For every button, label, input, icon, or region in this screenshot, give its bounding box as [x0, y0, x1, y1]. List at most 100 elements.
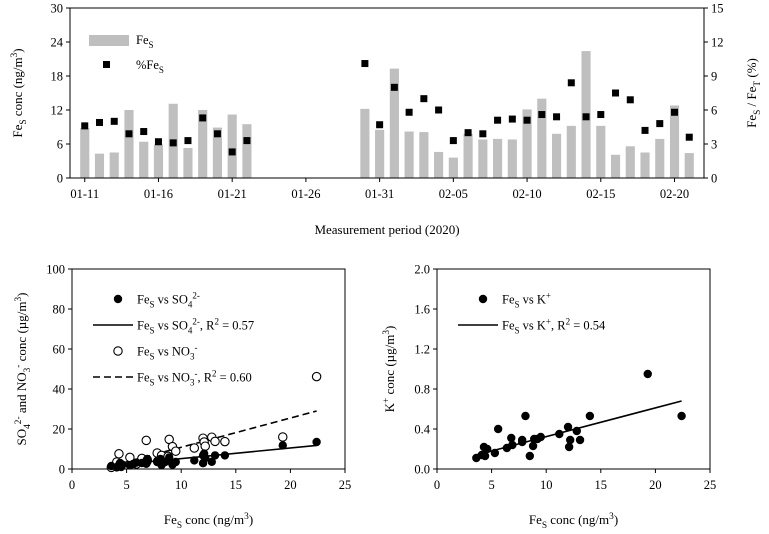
- x-tick-label: 5: [123, 478, 129, 492]
- y-tick-label: 0.4: [414, 423, 430, 437]
- filled-data-point: [585, 411, 595, 421]
- filled-data-point: [521, 411, 530, 421]
- legend-open-swatch: [113, 346, 123, 356]
- fes-bar: [404, 131, 414, 178]
- fes-bar: [139, 141, 149, 178]
- x-tick-label: 5: [488, 478, 494, 492]
- x-tick-label: 02-20: [660, 187, 689, 201]
- percent-fes-marker: [656, 120, 664, 128]
- y-tick-label: 0.0: [414, 463, 430, 477]
- open-data-point: [220, 436, 230, 447]
- y-right-tick-label: 9: [711, 70, 717, 84]
- y-axis-title: FeS conc (ng/m3): [10, 48, 29, 137]
- x-tick-label: 20: [284, 478, 297, 492]
- fes-bar: [522, 109, 532, 178]
- x-axis-title: FeS conc (ng/m3): [164, 512, 253, 531]
- x-tick-label: 20: [649, 478, 662, 492]
- fes-bar: [566, 125, 576, 178]
- plot-frame: [71, 268, 346, 470]
- x-axis-title: Measurement period (2020): [314, 222, 459, 237]
- percent-fes-marker: [449, 137, 457, 145]
- filled-data-point: [508, 440, 517, 450]
- legend-label: FeS vs K+: [502, 291, 551, 310]
- sulfate-nitrate-scatter-panel: 0 5 10 15 20 25 0 20 40 60 80 100 FeS conc (ng/m3) SO…: [14, 263, 351, 532]
- fes-bar: [375, 129, 385, 178]
- filled-data-point: [164, 453, 174, 462]
- percent-fes-marker: [228, 148, 236, 156]
- filled-data-point: [220, 451, 230, 460]
- percent-fes-marker: [213, 130, 221, 138]
- fes-bar: [610, 154, 621, 178]
- percent-fes-marker: [553, 113, 561, 121]
- filled-data-point: [210, 451, 220, 460]
- filled-data-point: [536, 432, 545, 442]
- filled-data-point: [201, 453, 210, 463]
- percent-fes-marker: [154, 138, 162, 146]
- x-tick-label: 01-11: [70, 187, 99, 201]
- fes-bar: [109, 152, 119, 178]
- fes-bar: [669, 105, 680, 178]
- x-tick-label: 25: [704, 478, 717, 492]
- y-tick-label: 1.6: [414, 303, 430, 317]
- y-tick-label: 0: [59, 463, 65, 477]
- y-tick-label: 30: [51, 2, 64, 16]
- fes-bar: [80, 128, 90, 178]
- fes-bar: [448, 157, 458, 178]
- x-tick-label: 10: [540, 478, 553, 492]
- fes-bar: [94, 153, 105, 178]
- legend-label: FeS vs NO3-, R2 = 0.60: [137, 369, 252, 388]
- filled-data-point: [525, 451, 535, 461]
- fes-bar: [227, 114, 237, 178]
- open-data-point: [311, 371, 322, 382]
- fes-bar: [507, 139, 517, 178]
- percent-fes-marker: [81, 122, 89, 130]
- open-data-point: [200, 441, 210, 451]
- filled-data-point: [490, 448, 500, 458]
- filled-data-point: [190, 456, 199, 465]
- percent-fes-marker: [626, 96, 634, 104]
- percent-fes-marker: [420, 95, 428, 103]
- fes-bar: [242, 124, 252, 178]
- fes-bar: [212, 127, 223, 178]
- filled-data-point: [483, 444, 492, 454]
- open-data-point: [210, 436, 220, 447]
- fes-bar: [478, 139, 488, 178]
- y-tick-label: 18: [51, 70, 64, 84]
- filled-data-point: [572, 426, 581, 436]
- open-data-point: [170, 446, 181, 456]
- fes-bar: [684, 153, 694, 178]
- fes-bar: [389, 68, 399, 178]
- legend-label: FeS vs SO42-, R2 = 0.57: [137, 317, 254, 336]
- y-tick-label: 0: [57, 172, 63, 186]
- y-tick-label: 100: [46, 263, 65, 277]
- percent-fes-marker: [140, 128, 148, 136]
- y-right-axis-title: FeS / FeT (%): [744, 58, 763, 128]
- legend-marker-swatch: [103, 61, 110, 68]
- filled-data-point: [528, 441, 538, 451]
- fes-bar: [655, 138, 665, 178]
- x-tick-label: 01-21: [218, 187, 247, 201]
- fes-bar: [153, 144, 164, 178]
- percent-fes-marker: [405, 108, 413, 116]
- percent-fes-marker: [243, 137, 251, 145]
- open-data-point: [141, 435, 152, 446]
- fes-bar: [596, 125, 606, 178]
- y-tick-label: 2.0: [414, 263, 430, 277]
- x-tick-label: 01-31: [365, 187, 394, 201]
- y-tick-label: 40: [53, 383, 66, 397]
- open-data-point: [278, 432, 288, 442]
- legend-marker-label: %FeS: [136, 58, 164, 75]
- fes-bar: [419, 132, 429, 178]
- fes-bar: [463, 133, 473, 178]
- potassium-scatter-panel: 0 5 10 15 20 25 0.0 0.4 0.8 1.2 1.6 2.0 FeS conc (ng…: [382, 263, 716, 532]
- filled-data-point: [555, 429, 564, 439]
- y-axis-title: SO42- and NO3- conc (µg/m3): [14, 292, 33, 445]
- x-tick-label: 15: [595, 478, 608, 492]
- percent-fes-marker: [523, 116, 531, 124]
- percent-fes-marker: [641, 126, 649, 134]
- filled-data-point: [643, 369, 652, 379]
- open-data-point: [114, 449, 124, 459]
- percent-fes-marker: [184, 137, 192, 145]
- filled-data-point: [312, 437, 321, 447]
